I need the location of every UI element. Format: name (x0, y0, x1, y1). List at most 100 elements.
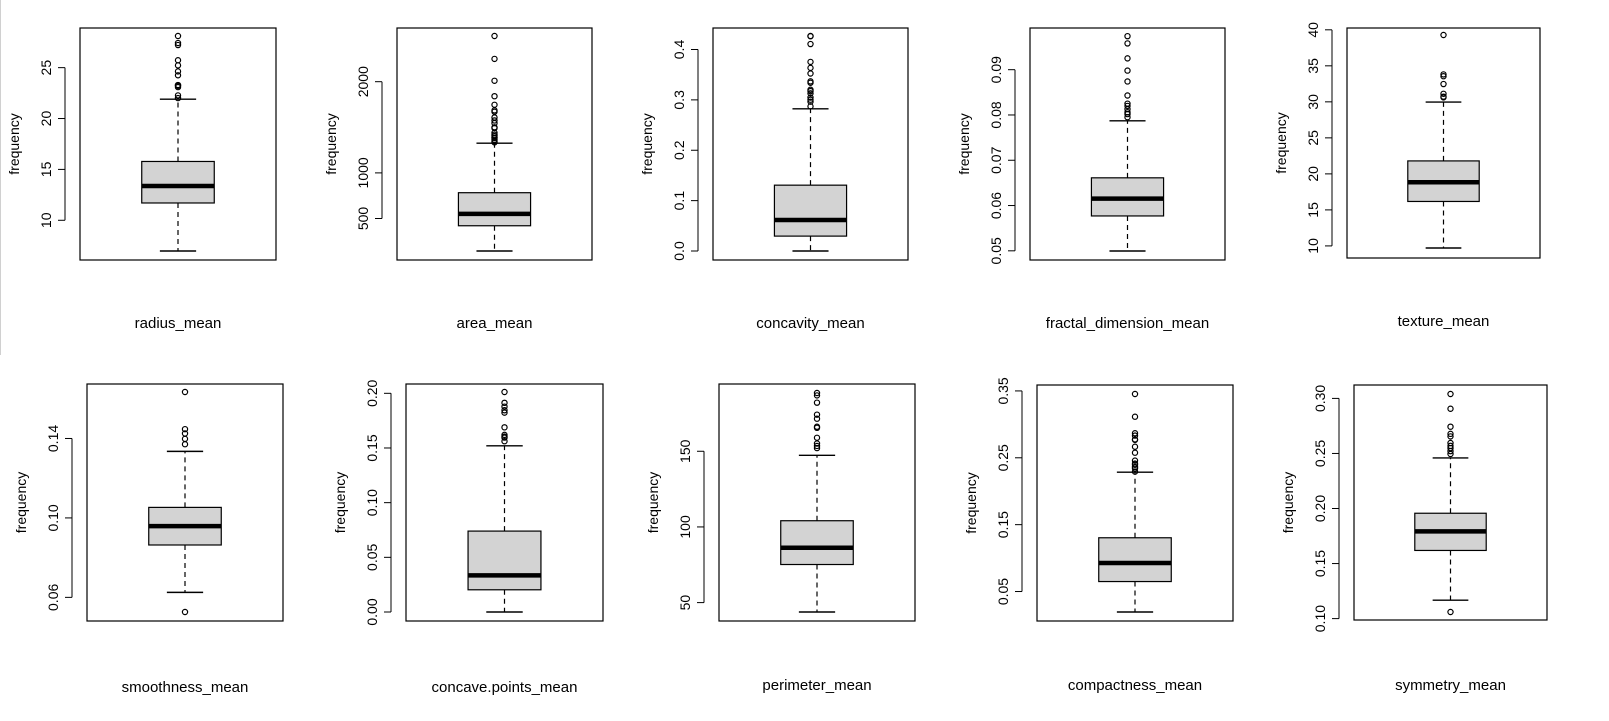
plot-frame (79, 27, 277, 261)
y-tick-label: 0.15 (1312, 550, 1328, 577)
plot-frame (1029, 27, 1226, 261)
y-axis-title: frequency (332, 472, 348, 533)
y-tick-label: 25 (1305, 130, 1321, 146)
outlier-point (491, 117, 498, 124)
y-axis-title: frequency (323, 113, 339, 174)
outlier-point (1131, 436, 1139, 443)
y-tick-label: 35 (1305, 58, 1321, 74)
boxplot-panel: 50 100 150 frequency perimeter_mean (645, 383, 916, 694)
outlier-point (813, 392, 821, 399)
x-axis-label: area_mean (457, 315, 533, 332)
plot-frame (1346, 27, 1541, 259)
y-axis-title: frequency (1280, 472, 1296, 533)
y-tick-label: 0.10 (1312, 605, 1328, 632)
outlier-point (174, 32, 182, 40)
iqr-box (780, 520, 854, 566)
outlier-point (174, 39, 182, 47)
outlier-point (501, 438, 508, 445)
y-tick-label: 15 (1305, 202, 1321, 218)
outlier-point (807, 40, 814, 48)
outlier-point (1447, 390, 1454, 398)
outlier-point (807, 90, 814, 97)
outlier-point (1447, 433, 1454, 440)
outlier-point (174, 72, 182, 79)
outlier-point (1124, 78, 1131, 85)
plot-frame (396, 27, 593, 261)
outlier-point (1124, 92, 1131, 99)
outlier-point (491, 101, 498, 108)
outlier-point (813, 399, 821, 406)
x-axis-label: symmetry_mean (1395, 677, 1506, 694)
outlier-point (1124, 100, 1131, 107)
y-tick-label: 15 (38, 161, 54, 177)
outlier-point (813, 411, 821, 418)
y-tick-label: 150 (677, 439, 693, 463)
boxplot-panel: 0.06 0.10 0.14 frequency smoothness_mean (13, 383, 284, 696)
y-tick-label: 0.10 (45, 504, 61, 531)
y-tick-label: 0.20 (1312, 495, 1328, 522)
outlier-point (1447, 423, 1454, 430)
y-tick-label: 0.3 (671, 90, 687, 110)
x-axis-label: smoothness_mean (122, 679, 249, 696)
iqr-box (141, 160, 215, 204)
y-tick-label: 30 (1305, 94, 1321, 110)
outlier-point (491, 92, 498, 100)
outlier-point (1131, 432, 1139, 439)
y-axis-title: frequency (956, 113, 972, 174)
outlier-point (174, 81, 182, 89)
outlier-point (181, 435, 189, 443)
outlier-point (1131, 443, 1139, 450)
y-tick-label: 0.4 (671, 40, 687, 60)
outlier-point (807, 70, 814, 77)
outlier-point (181, 388, 189, 396)
x-axis-label: fractal_dimension_mean (1046, 315, 1209, 332)
y-tick-label: 0.08 (988, 101, 1004, 128)
y-tick-label: 20 (38, 111, 54, 127)
y-axis-title: frequency (13, 472, 29, 533)
outlier-point (491, 77, 498, 84)
outlier-point (1124, 102, 1131, 110)
y-tick-label: 0.2 (671, 140, 687, 160)
outlier-point (501, 407, 508, 414)
outlier-point (174, 92, 182, 99)
y-tick-label: 0.05 (988, 237, 1004, 264)
x-axis-label: perimeter_mean (762, 677, 871, 694)
x-axis-label: compactness_mean (1068, 677, 1202, 694)
plot-frame (405, 383, 604, 622)
outlier-point (1447, 608, 1454, 616)
outlier-point (1447, 439, 1454, 447)
outlier-point (491, 32, 498, 40)
outlier-point (1124, 55, 1131, 62)
plot-frame (712, 27, 909, 261)
y-tick-label: 0.35 (995, 377, 1011, 404)
y-tick-label: 40 (1305, 22, 1321, 38)
outlier-point (807, 96, 814, 103)
y-axis-title: frequency (6, 113, 22, 174)
outlier-point (1124, 32, 1131, 40)
outlier-point (807, 86, 814, 93)
outlier-point (1440, 93, 1447, 100)
plot-frame (86, 383, 284, 622)
outlier-point (174, 94, 182, 102)
y-tick-label: 0.1 (671, 191, 687, 211)
outlier-point (1440, 71, 1447, 78)
y-axis-title: frequency (645, 472, 661, 533)
boxplot-panel: 0.05 0.15 0.25 0.35 frequency compactness_mea… (963, 377, 1234, 694)
outlier-point (501, 409, 508, 416)
outlier-point (174, 41, 182, 49)
y-tick-label: 50 (677, 595, 693, 611)
boxplot-panel: 0.00 0.05 0.10 0.15 0.20 frequency concave.poi… (332, 379, 604, 696)
y-tick-label: 0.0 (671, 241, 687, 261)
y-tick-label: 0.05 (995, 578, 1011, 605)
outlier-point (1124, 109, 1131, 116)
y-tick-label: 0.25 (1312, 440, 1328, 467)
iqr-box (773, 184, 848, 237)
y-tick-label: 0.09 (988, 56, 1004, 83)
x-axis-label: concave.points_mean (432, 679, 578, 696)
y-axis-title: frequency (963, 472, 979, 533)
y-tick-label: 10 (38, 212, 54, 228)
boxplot-panel: 500 1000 2000 frequency area_mean (323, 27, 593, 332)
y-tick-label: 2000 (355, 66, 371, 97)
outlier-point (181, 441, 189, 448)
